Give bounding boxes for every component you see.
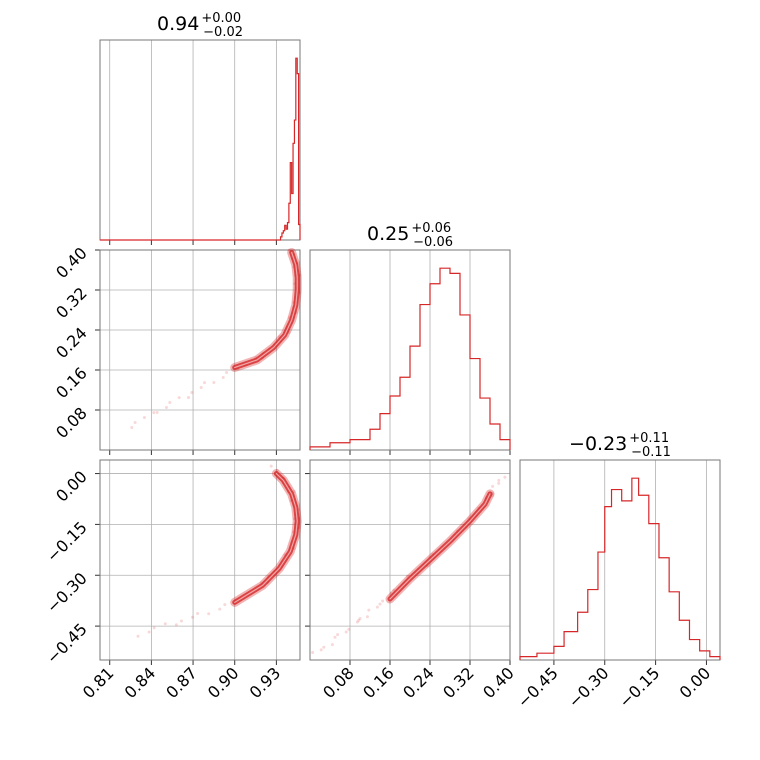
sample-point xyxy=(203,381,207,385)
hist-frame-p1 xyxy=(309,249,511,451)
density-contour-inner xyxy=(234,472,298,603)
sample-point xyxy=(174,623,178,627)
y-tick-label: 0.16 xyxy=(52,363,91,402)
sample-point xyxy=(179,619,183,623)
sample-point xyxy=(191,615,195,619)
sample-point xyxy=(142,416,146,420)
sample-point xyxy=(168,401,172,405)
y-tick-label: −0.30 xyxy=(43,569,91,617)
x-tick-label: 0.84 xyxy=(121,663,160,702)
histogram-p0 xyxy=(100,57,301,241)
sample-point xyxy=(152,411,156,415)
sample-point xyxy=(207,612,211,616)
panel-hist-p1: 0.25 +0.06 −0.06 xyxy=(367,221,453,250)
sample-point xyxy=(199,386,203,390)
sample-point xyxy=(503,475,507,479)
sample-point xyxy=(275,468,279,472)
title-p2: −0.23 +0.11 −0.11 xyxy=(569,431,671,460)
y-tick-label: 0.00 xyxy=(52,467,91,506)
sample-point xyxy=(223,603,227,607)
sample-point xyxy=(491,484,495,488)
panel-frame xyxy=(99,459,301,661)
scatter-panel-p0-p2: 0.81 0.84 0.87 0.90 0.93 −0.45−0.30−0.15 0.00 xyxy=(43,459,302,702)
x-tick-label: 0.24 xyxy=(399,663,438,702)
hist-frame-p0 xyxy=(99,39,301,241)
x-tick-label: 0.90 xyxy=(204,663,243,702)
sample-point xyxy=(221,376,225,379)
sample-point xyxy=(497,478,501,482)
sample-point xyxy=(381,599,385,603)
panel-hist-p2: −0.23 +0.11 −0.11 xyxy=(569,431,671,460)
x-tick-label: 0.32 xyxy=(439,663,478,702)
x-tick-label: 0.40 xyxy=(479,663,518,702)
x-tick-label: −0.45 xyxy=(514,663,562,711)
sample-point xyxy=(367,608,371,612)
sample-point xyxy=(355,620,359,624)
density-contour-inner xyxy=(234,251,298,369)
density-contour-mid xyxy=(232,250,300,370)
sample-point xyxy=(344,630,348,634)
title-p0: 0.94 +0.00 −0.02 xyxy=(157,11,243,40)
title-p1: 0.25 +0.06 −0.06 xyxy=(367,221,453,250)
sample-point xyxy=(212,380,216,384)
panel-frame xyxy=(309,459,511,661)
y-tick-label: 0.08 xyxy=(52,403,91,442)
sample-point xyxy=(269,464,273,468)
sample-point xyxy=(130,425,134,429)
sample-point xyxy=(163,622,167,626)
x-tick-label: 0.81 xyxy=(79,663,118,702)
sample-point xyxy=(147,630,151,634)
sample-point xyxy=(330,643,334,647)
sample-point xyxy=(196,612,200,616)
hist-axes-p2: −0.45 −0.30 −0.15 0.00 xyxy=(514,459,721,711)
x-tick-label: 0.08 xyxy=(319,663,358,702)
sample-point xyxy=(378,602,382,606)
sample-point xyxy=(357,618,361,622)
hist-frame-p2 xyxy=(519,459,721,661)
sample-point xyxy=(136,634,140,638)
x-tick-label: 0.87 xyxy=(162,663,201,702)
sample-point xyxy=(358,616,362,620)
sample-point xyxy=(225,371,229,375)
histogram-p2 xyxy=(519,477,721,660)
x-tick-label: −0.15 xyxy=(615,663,663,711)
x-tick-label: 0.16 xyxy=(359,663,398,702)
sample-point xyxy=(218,607,222,611)
sample-point xyxy=(190,391,194,394)
sample-point xyxy=(319,648,323,652)
sample-point xyxy=(365,615,369,619)
sample-point xyxy=(152,626,156,630)
sample-point xyxy=(155,410,159,414)
scatter-panel-p0-p1: 0.080.160.240.320.40 xyxy=(52,243,302,455)
sample-point xyxy=(187,395,191,399)
sample-point xyxy=(336,633,340,637)
y-tick-label: −0.15 xyxy=(43,518,91,566)
hist-axes-p1 xyxy=(309,249,511,455)
histogram-p1 xyxy=(309,267,511,450)
y-tick-label: −0.45 xyxy=(43,619,91,667)
panel-frame xyxy=(99,249,301,451)
x-tick-label: 0.00 xyxy=(676,663,715,702)
hist-axes-p0 xyxy=(99,39,301,245)
sample-point xyxy=(311,651,315,655)
sample-point xyxy=(322,645,326,649)
sample-point xyxy=(375,605,379,609)
scatter-panel-p1-p2: 0.08 0.16 0.24 0.32 0.40 xyxy=(305,459,518,702)
x-tick-label: 0.93 xyxy=(246,663,285,702)
sample-point xyxy=(333,635,337,639)
sample-point xyxy=(164,406,168,409)
x-tick-label: −0.30 xyxy=(564,663,612,711)
sample-point xyxy=(177,396,181,400)
sample-point xyxy=(133,421,137,424)
sample-point xyxy=(347,627,351,631)
y-tick-label: 0.32 xyxy=(52,283,91,322)
sample-point xyxy=(497,481,501,485)
panel-hist-p0: 0.94 +0.00 −0.02 xyxy=(157,11,243,40)
y-tick-label: 0.24 xyxy=(52,323,91,362)
y-tick-label: 0.40 xyxy=(52,243,91,282)
density-contour-inner xyxy=(389,493,491,600)
